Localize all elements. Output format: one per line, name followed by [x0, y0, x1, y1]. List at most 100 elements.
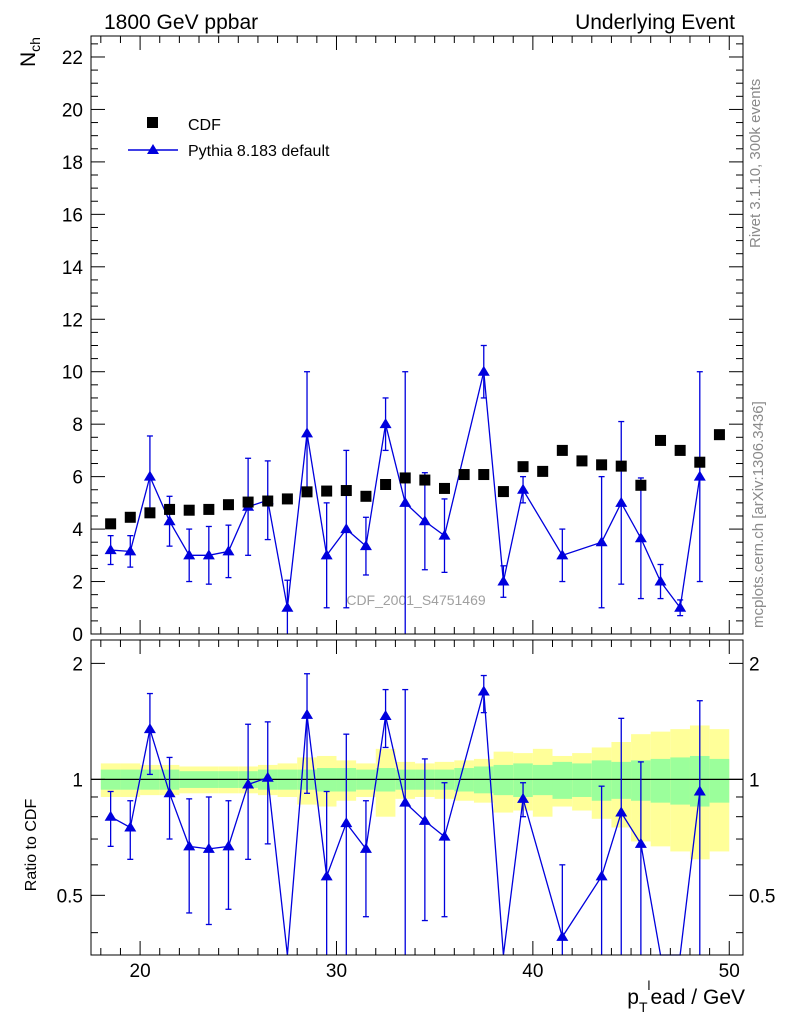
cdf-point: [144, 507, 156, 519]
ratio-y-tick-label-right: 0.5: [749, 886, 775, 907]
cdf-point: [615, 460, 627, 472]
ratio-point: [359, 842, 372, 853]
cdf-point: [321, 485, 333, 497]
mc-point: [674, 601, 687, 612]
ratio-band-inner: [513, 763, 533, 797]
main-y-axis-label-sub: ch: [27, 37, 43, 52]
ratio-series-line: [110, 691, 701, 956]
cdf-point: [124, 511, 136, 523]
ratio-point: [595, 870, 608, 881]
mcplots-label: mcplots.cern.ch [arXiv:1306.3436]: [750, 401, 767, 628]
cdf-point: [203, 503, 215, 515]
legend: CDF Pythia 8.183 default: [128, 117, 330, 160]
x-tick-label: 30: [326, 961, 347, 982]
mc-point: [281, 601, 294, 612]
ratio-point: [202, 842, 215, 853]
x-axis-label-base: p: [627, 986, 639, 1009]
ratio-point: [301, 708, 314, 719]
ratio-y-tick-label-left: 2: [72, 654, 83, 675]
ratio-point: [222, 840, 235, 851]
ratio-point: [340, 817, 353, 828]
ratio-point: [320, 870, 333, 881]
mc-point: [163, 515, 176, 526]
mc-point: [104, 544, 117, 555]
cdf-point: [576, 455, 588, 467]
ratio-point: [379, 710, 392, 721]
ratio-point: [163, 787, 176, 798]
main-y-tick-label: 14: [62, 258, 84, 279]
mc-point: [143, 470, 156, 481]
cdf-point: [694, 456, 706, 468]
ratio-point: [477, 685, 490, 696]
cdf-point: [340, 485, 352, 497]
cdf-point: [635, 479, 647, 491]
ratio-point: [517, 792, 530, 803]
mc-point: [477, 365, 490, 376]
x-axis-label: pTlead / GeV: [627, 978, 745, 1015]
ratio-point: [615, 806, 628, 817]
cdf-point: [674, 444, 686, 456]
ratio-band-inner: [532, 764, 553, 796]
ratio-panel-frame: [90, 639, 744, 956]
cdf-point: [478, 469, 490, 481]
x-tick-label: 50: [719, 961, 740, 982]
ratio-band-inner: [591, 760, 612, 801]
ratio-y-tick-label-left: 1: [72, 770, 83, 791]
legend-mc-marker: [147, 144, 159, 154]
ratio-point: [143, 723, 156, 734]
cdf-point: [517, 461, 529, 473]
mc-point: [320, 549, 333, 560]
cdf-point: [105, 518, 117, 530]
ratio-point: [124, 821, 137, 832]
main-panel-frame: [90, 35, 744, 635]
ratio-y-axis-label: Ratio to CDF: [23, 799, 40, 892]
ratio-point: [634, 837, 647, 848]
main-y-tick-label: 0: [72, 625, 83, 646]
ratio-point: [261, 771, 274, 782]
cdf-point: [655, 434, 667, 446]
mc-point: [301, 427, 314, 438]
cdf-point: [596, 459, 608, 471]
legend-data-label: CDF: [188, 117, 221, 134]
mc-point: [124, 545, 137, 556]
ratio-band-inner: [709, 758, 730, 803]
mc-series-line: [110, 371, 701, 610]
cdf-point: [360, 490, 372, 502]
rivet-label: Rivet 3.1.10, 300k events: [747, 79, 764, 248]
main-y-tick-label: 16: [62, 205, 83, 226]
cdf-point: [458, 469, 470, 481]
ratio-point: [104, 810, 117, 821]
ratio-band-inner: [572, 763, 592, 797]
ratio-point: [418, 814, 431, 825]
mc-point: [595, 536, 608, 547]
cdf-point: [713, 429, 725, 441]
mc-point: [497, 575, 510, 586]
ratio-point: [242, 778, 255, 789]
ratio-point: [183, 840, 196, 851]
mc-point: [222, 545, 235, 556]
mc-point: [359, 540, 372, 551]
ratio-panel-data: [104, 673, 706, 956]
main-y-tick-label: 4: [72, 520, 83, 541]
main-y-axis-label-base: N: [17, 52, 40, 67]
ratio-band-inner: [650, 758, 671, 803]
mc-point: [517, 483, 530, 494]
ratio-band-inner: [493, 764, 514, 796]
legend-mc-label: Pythia 8.183 default: [188, 143, 330, 160]
main-y-tick-label: 8: [72, 415, 83, 436]
cdf-point: [419, 474, 431, 486]
main-y-tick-label: 6: [72, 468, 83, 489]
cdf-point: [438, 482, 450, 494]
cdf-point: [399, 472, 411, 484]
x-axis-label-sup: l: [648, 978, 651, 993]
ratio-band-inner: [670, 757, 690, 805]
ratio-point: [438, 830, 451, 841]
main-y-tick-label: 22: [62, 48, 83, 69]
ratio-point: [693, 785, 706, 796]
main-y-tick-label: 18: [62, 153, 83, 174]
axes-frames: [90, 35, 744, 956]
mc-point: [399, 496, 412, 507]
main-y-axis-label: Nch: [17, 37, 43, 67]
x-axis-label-sub: T: [639, 999, 648, 1015]
